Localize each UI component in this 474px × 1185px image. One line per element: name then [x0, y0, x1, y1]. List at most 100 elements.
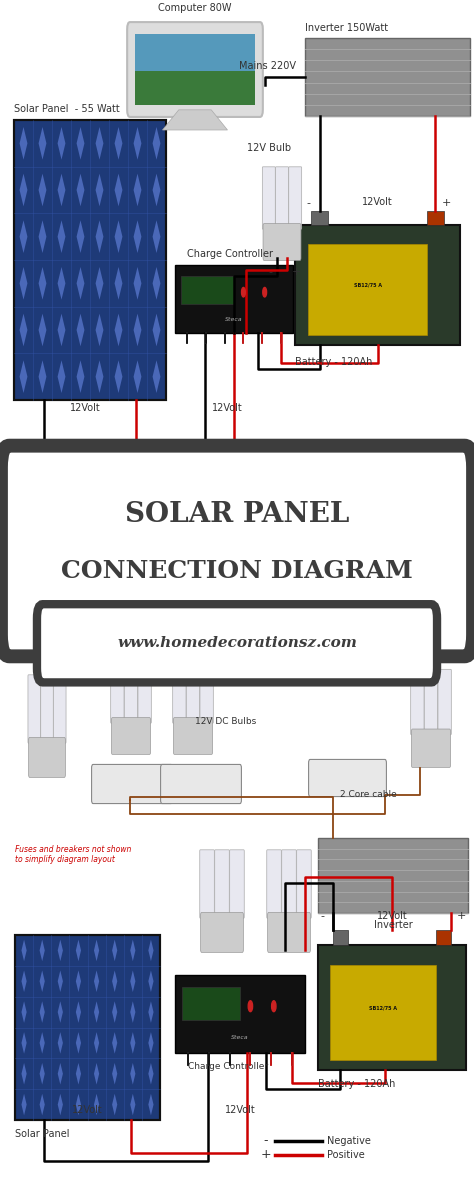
FancyBboxPatch shape	[28, 737, 65, 777]
Polygon shape	[148, 1094, 154, 1115]
Text: Steca: Steca	[231, 1035, 249, 1040]
Text: Fuses and breakers not shown
to simplify diagram layout: Fuses and breakers not shown to simplify…	[15, 845, 131, 864]
Polygon shape	[153, 127, 160, 160]
Text: -: -	[268, 268, 273, 277]
Polygon shape	[58, 1001, 63, 1023]
Text: 12Volt: 12Volt	[72, 1104, 103, 1115]
Circle shape	[248, 1001, 253, 1012]
FancyBboxPatch shape	[41, 674, 53, 743]
Polygon shape	[130, 971, 136, 992]
Text: 2 Core cable: 2 Core cable	[340, 790, 397, 799]
Polygon shape	[21, 971, 27, 992]
Text: Independant AC Network 230V: Independant AC Network 230V	[190, 539, 329, 549]
Polygon shape	[19, 127, 27, 160]
Polygon shape	[148, 940, 154, 961]
Polygon shape	[112, 1063, 117, 1084]
FancyBboxPatch shape	[318, 944, 466, 1070]
Text: 230V AC Bulbs: 230V AC Bulbs	[18, 543, 84, 551]
Text: +: +	[292, 268, 301, 277]
Text: Inverter 150Watt: Inverter 150Watt	[305, 24, 388, 33]
Polygon shape	[94, 1094, 99, 1115]
FancyBboxPatch shape	[438, 670, 451, 735]
Polygon shape	[76, 940, 81, 961]
FancyBboxPatch shape	[311, 211, 328, 225]
FancyBboxPatch shape	[305, 38, 470, 116]
Text: Negative: Negative	[114, 443, 164, 453]
Polygon shape	[94, 1032, 99, 1053]
Polygon shape	[58, 940, 63, 961]
Polygon shape	[38, 127, 46, 160]
FancyBboxPatch shape	[186, 661, 200, 723]
Polygon shape	[130, 1094, 136, 1115]
Text: +: +	[246, 441, 257, 455]
Polygon shape	[96, 314, 103, 346]
Polygon shape	[77, 174, 84, 206]
Polygon shape	[115, 220, 122, 254]
FancyBboxPatch shape	[200, 850, 214, 918]
FancyBboxPatch shape	[263, 224, 301, 261]
FancyBboxPatch shape	[282, 850, 296, 918]
Polygon shape	[57, 314, 65, 346]
Polygon shape	[21, 1063, 27, 1084]
Text: Battery - 120Ah: Battery - 120Ah	[318, 1080, 395, 1089]
Polygon shape	[153, 267, 160, 300]
Polygon shape	[115, 267, 122, 300]
Polygon shape	[130, 1001, 136, 1023]
FancyBboxPatch shape	[437, 930, 451, 944]
FancyBboxPatch shape	[330, 965, 437, 1061]
Polygon shape	[112, 1094, 117, 1115]
Polygon shape	[77, 360, 84, 393]
FancyBboxPatch shape	[135, 33, 255, 71]
Polygon shape	[96, 127, 103, 160]
Polygon shape	[96, 267, 103, 300]
FancyBboxPatch shape	[267, 850, 281, 918]
Text: Inverter: Inverter	[374, 920, 412, 930]
Text: 12Volt: 12Volt	[70, 403, 100, 414]
Polygon shape	[134, 174, 141, 206]
Text: 12Volt: 12Volt	[362, 197, 393, 207]
Text: SB12/75 A: SB12/75 A	[369, 1005, 397, 1010]
Polygon shape	[19, 220, 27, 254]
FancyBboxPatch shape	[308, 244, 427, 335]
Text: 12Volt: 12Volt	[225, 1104, 255, 1115]
Polygon shape	[134, 360, 141, 393]
FancyBboxPatch shape	[175, 265, 293, 333]
FancyBboxPatch shape	[410, 670, 424, 735]
Polygon shape	[112, 940, 117, 961]
Polygon shape	[112, 1032, 117, 1053]
Polygon shape	[57, 360, 65, 393]
FancyBboxPatch shape	[309, 760, 386, 796]
Polygon shape	[153, 174, 160, 206]
Polygon shape	[21, 1094, 27, 1115]
Text: 12Volt: 12Volt	[212, 403, 243, 414]
Text: -: -	[321, 911, 325, 921]
FancyBboxPatch shape	[268, 912, 310, 953]
FancyBboxPatch shape	[1, 446, 473, 656]
FancyBboxPatch shape	[318, 838, 468, 912]
Polygon shape	[115, 174, 122, 206]
Text: SB12/75 A: SB12/75 A	[354, 282, 382, 288]
Polygon shape	[40, 971, 45, 992]
FancyBboxPatch shape	[173, 718, 212, 755]
FancyBboxPatch shape	[175, 975, 305, 1053]
Polygon shape	[76, 1001, 81, 1023]
FancyBboxPatch shape	[28, 674, 40, 743]
Polygon shape	[76, 1032, 81, 1053]
FancyBboxPatch shape	[54, 674, 66, 743]
Polygon shape	[19, 174, 27, 206]
Text: +: +	[442, 198, 452, 209]
Text: 12V DC Bulbs: 12V DC Bulbs	[195, 717, 256, 726]
Polygon shape	[77, 220, 84, 254]
Text: -: -	[45, 441, 50, 455]
Polygon shape	[148, 1032, 154, 1053]
Polygon shape	[58, 1063, 63, 1084]
FancyBboxPatch shape	[424, 670, 438, 735]
Text: CONNECTION DIAGRAM: CONNECTION DIAGRAM	[61, 559, 413, 583]
Text: Computer 80W: Computer 80W	[158, 4, 232, 13]
Text: +: +	[456, 911, 466, 921]
Polygon shape	[57, 127, 65, 160]
Polygon shape	[40, 1094, 45, 1115]
FancyBboxPatch shape	[173, 661, 186, 723]
FancyBboxPatch shape	[37, 604, 437, 683]
Text: Charge Controller: Charge Controller	[187, 249, 273, 260]
